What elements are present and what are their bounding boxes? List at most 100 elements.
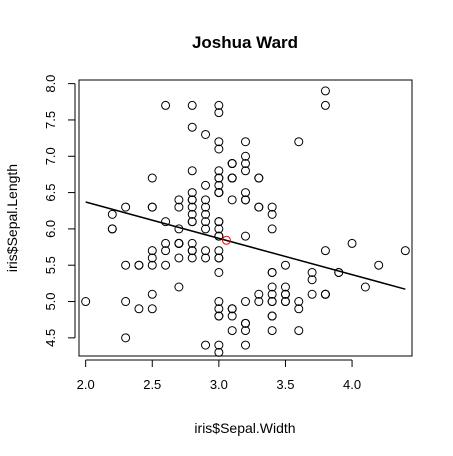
data-point: [294, 137, 304, 147]
data-point: [147, 173, 157, 183]
data-point: [254, 297, 264, 307]
x-tick-label: 3.5: [276, 377, 294, 392]
data-point: [267, 326, 277, 336]
data-point: [201, 180, 211, 190]
y-tick-label: 6.5: [43, 184, 58, 202]
x-axis-label: iris$Sepal.Width: [194, 420, 295, 436]
data-point: [174, 238, 184, 248]
data-point: [81, 297, 91, 307]
data-point: [134, 304, 144, 314]
plot-frame: [78, 79, 413, 357]
data-point: [214, 166, 224, 176]
data-point: [121, 297, 131, 307]
data-point: [187, 246, 197, 256]
data-point: [187, 195, 197, 205]
data-point: [320, 289, 330, 299]
data-point: [214, 297, 224, 307]
data-point: [241, 297, 250, 307]
data-point: [161, 238, 171, 248]
data-point: [214, 267, 224, 277]
data-point: [320, 100, 330, 110]
regression-line: [85, 201, 406, 290]
y-tick-label: 6.0: [43, 220, 58, 238]
data-point: [214, 217, 224, 227]
data-point: [187, 253, 197, 263]
data-point: [241, 137, 250, 147]
x-tick-label: 4.0: [343, 377, 361, 392]
data-point: [267, 209, 277, 219]
data-point: [214, 180, 224, 190]
data-point: [201, 129, 211, 139]
data-point: [307, 275, 317, 285]
data-point: [320, 246, 330, 256]
data-point: [241, 326, 250, 336]
data-point: [267, 297, 277, 307]
data-point: [280, 282, 290, 292]
mean-point: [221, 235, 231, 245]
data-point: [267, 267, 277, 277]
data-point: [267, 202, 277, 212]
data-point: [147, 260, 157, 270]
data-point: [374, 260, 384, 270]
data-point: [201, 217, 211, 227]
data-point: [241, 318, 250, 328]
data-point: [187, 122, 197, 132]
data-point: [400, 246, 410, 256]
x-tick-label: 2.0: [77, 377, 95, 392]
y-tick-label: 5.0: [43, 292, 58, 310]
data-point: [214, 100, 224, 110]
data-point: [320, 86, 330, 96]
y-axis: 4.5 5.0 5.5 6.0 6.5 7.0 7.5 8.0: [43, 75, 76, 347]
data-point: [241, 195, 250, 205]
x-tick-label: 3.0: [210, 377, 228, 392]
data-point: [360, 282, 370, 292]
data-point: [241, 340, 250, 350]
data-point: [307, 289, 317, 299]
data-point: [227, 195, 237, 205]
data-point: [201, 209, 211, 219]
data-point: [294, 326, 304, 336]
data-point: [174, 202, 184, 212]
data-point: [214, 340, 224, 350]
data-point: [187, 217, 197, 227]
data-point: [121, 260, 131, 270]
data-point: [214, 347, 224, 357]
y-tick-label: 7.5: [43, 111, 58, 129]
data-point: [347, 238, 357, 248]
data-point: [214, 173, 224, 183]
data-point: [187, 188, 197, 198]
data-point: [227, 159, 237, 169]
data-point: [227, 326, 237, 336]
data-point: [201, 202, 211, 212]
data-point: [280, 260, 290, 270]
x-axis: 2.0 2.5 3.0 3.5 4.0: [77, 359, 361, 392]
data-point: [187, 100, 197, 110]
data-point: [121, 333, 131, 343]
data-point: [174, 195, 184, 205]
data-point: [267, 282, 277, 292]
data-point: [201, 253, 211, 263]
data-point: [187, 238, 197, 248]
data-point: [267, 311, 277, 321]
data-point: [174, 282, 184, 292]
data-point: [161, 100, 171, 110]
data-point: [241, 166, 250, 176]
data-point: [294, 304, 304, 314]
data-point: [187, 202, 197, 212]
data-point: [161, 260, 171, 270]
data-point: [241, 151, 250, 161]
data-point: [214, 231, 224, 241]
data-point: [267, 224, 277, 234]
data-point: [214, 311, 224, 321]
data-point: [241, 188, 250, 198]
y-tick-label: 8.0: [43, 75, 58, 93]
data-point: [201, 195, 211, 205]
data-point: [174, 253, 184, 263]
data-point: [147, 246, 157, 256]
y-tick-label: 7.0: [43, 147, 58, 165]
chart-title: Joshua Ward: [192, 33, 298, 52]
data-point: [201, 246, 211, 256]
data-point: [241, 159, 250, 169]
data-point: [214, 253, 224, 263]
